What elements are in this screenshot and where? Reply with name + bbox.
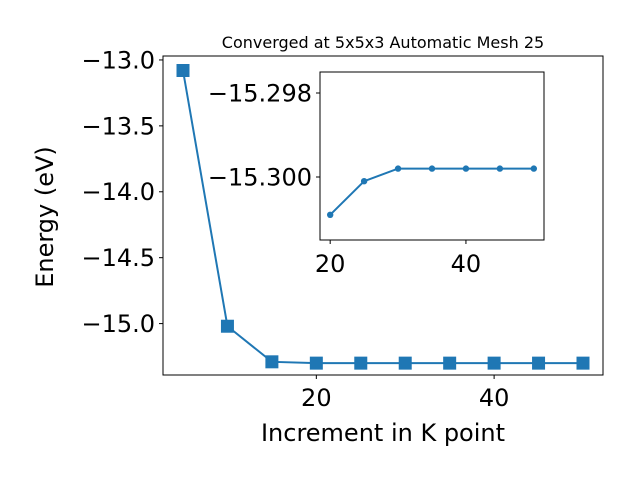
main-data-point [576, 356, 590, 370]
main-data-point [532, 356, 546, 370]
x-axis-label: Increment in K point [261, 419, 505, 447]
chart-title: Converged at 5x5x3 Automatic Mesh 25 [222, 33, 544, 52]
main-data-point [309, 356, 323, 370]
inset-data-point [326, 211, 334, 218]
main-x-tick-label: 40 [479, 384, 510, 412]
inset-data-point [530, 165, 538, 172]
main-data-point [354, 356, 368, 370]
main-y-tick-label: −14.5 [81, 244, 155, 272]
main-data-point [487, 356, 501, 370]
main-x-tick-label: 20 [301, 384, 332, 412]
inset-frame [319, 71, 545, 241]
inset-y-tick-label: −15.298 [208, 79, 312, 107]
inset-x-tick-label: 20 [315, 250, 346, 278]
inset-data-point [394, 165, 402, 172]
main-data-point [220, 319, 234, 333]
inset-x-tick-label: 40 [451, 250, 482, 278]
main-data-point [443, 356, 457, 370]
inset-data-point [360, 178, 368, 185]
main-data-point [398, 356, 412, 370]
main-y-tick-label: −13.5 [81, 112, 155, 140]
inset-y-tick-label: −15.300 [208, 163, 312, 191]
main-y-tick-label: −14.0 [81, 178, 155, 206]
inset-data-point [428, 165, 436, 172]
main-series-line [182, 70, 583, 365]
y-axis-label: Energy (eV) [31, 146, 59, 288]
inset-data-point [496, 165, 504, 172]
inset-plot: 20 40 −15.300 −15.298 [208, 71, 545, 278]
main-y-tick-label: −13.0 [81, 46, 155, 74]
main-y-tick-label: −15.0 [81, 310, 155, 338]
main-data-point [176, 64, 190, 77]
inset-data-point [462, 165, 470, 172]
main-data-point [265, 355, 279, 369]
